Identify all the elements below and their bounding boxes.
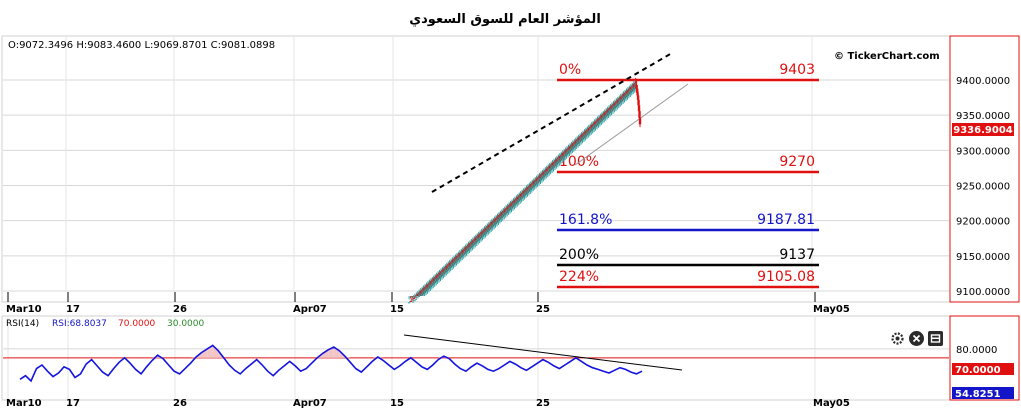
rsi-ob-badge-text: 70.0000: [955, 365, 1001, 376]
watermark: © TickerChart.com: [834, 51, 940, 62]
candle-body: [407, 302, 411, 304]
price-tick-label: 9300.0000: [956, 146, 1010, 157]
rsi-divergence-line: [403, 334, 683, 371]
rsi-line: [19, 344, 643, 383]
candle-body: [414, 296, 417, 298]
minimize-panel-icon[interactable]: [928, 331, 943, 346]
rsi-axis-80: 80.0000: [956, 345, 997, 356]
fib-value-label: 9270: [779, 154, 815, 170]
date-tick-label: Mar10: [6, 304, 42, 315]
upper-channel-line: [431, 52, 673, 193]
price-tick-label: 9350.0000: [956, 111, 1010, 122]
date-tick-label: 25: [536, 304, 550, 315]
rsi-date-axis-labels: Mar10 17 26 Apr07 15 25 May05: [6, 398, 850, 409]
rsi-last-badge-text: 54.8251: [955, 389, 1001, 400]
fib-pct-label: 161.8%: [559, 212, 612, 228]
candle-body: [411, 301, 415, 303]
fib-pct-label: 200%: [559, 247, 599, 263]
fib-value-label: 9105.08: [757, 269, 815, 285]
rsi-date-tick-label: May05: [813, 398, 850, 409]
rsi-ob-fill-segment: [333, 347, 340, 358]
price-tick-label: 9250.0000: [956, 182, 1010, 193]
candle-body: [414, 298, 418, 300]
date-tick-label: 17: [66, 304, 80, 315]
price-tick-label: 9200.0000: [956, 217, 1010, 228]
price-axis-labels: 9400.0000 9350.0000 9300.0000 9250.0000 9200…: [956, 76, 1010, 298]
price-axis-panel: [949, 35, 1020, 303]
rsi-ob-badge: [952, 363, 1014, 375]
rsi-value-label: RSI:68.8037: [52, 319, 107, 329]
chart-title: المؤشر العام للسوق السعودي: [409, 12, 601, 27]
fib-value-label: 9187.81: [757, 212, 815, 228]
rsi-date-tick-label: Mar10: [6, 398, 42, 409]
last-price-text: 9336.9004: [953, 125, 1013, 136]
candle-body: [409, 300, 413, 302]
trend-lines: [431, 52, 689, 193]
rsi-date-tick-label: 26: [173, 398, 187, 409]
candles: [407, 77, 642, 304]
price-tick-label: 9400.0000: [956, 76, 1010, 87]
candle-body: [413, 300, 416, 302]
candle-body: [416, 297, 419, 299]
rsi-ob-fill-segment: [322, 349, 329, 358]
ohlc-readout: O:9072.3496 H:9083.4600 L:9069.8701 C:90…: [8, 40, 275, 51]
date-tick-label: Apr07: [293, 304, 327, 315]
rsi-last-badge: [952, 387, 1014, 399]
price-tick-label: 9150.0000: [956, 252, 1010, 263]
date-tick-label: May05: [813, 304, 850, 315]
rsi-date-tick-label: 15: [390, 398, 404, 409]
settings-icon[interactable]: [890, 331, 905, 346]
rsi-ob-fill-segment: [201, 348, 208, 358]
rsi-ob-fill-segment: [212, 345, 219, 358]
price-tick-label: 9100.0000: [956, 287, 1010, 298]
rsi-date-tick-label: 17: [66, 398, 80, 409]
rsi-date-tick-label: Apr07: [293, 398, 327, 409]
fib-value-label: 9137: [779, 247, 815, 263]
rsi-os-label: 30.0000: [167, 319, 204, 329]
rsi-date-tick-label: 25: [536, 398, 550, 409]
candle-body: [411, 299, 414, 301]
rsi-label: RSI(14): [6, 319, 39, 329]
candle-body: [417, 295, 420, 297]
candle-body: [638, 117, 642, 125]
fib-pct-label: 224%: [559, 269, 599, 285]
rsi-ob-label: 70.0000: [118, 319, 155, 329]
rsi-axis-panel: [949, 315, 1020, 401]
last-price-badge: [952, 123, 1014, 136]
candle-body: [412, 298, 416, 300]
date-tick-label: 26: [173, 304, 187, 315]
fib-value-label: 9403: [779, 62, 815, 78]
date-axis-labels: Mar10 17 26 Apr07 15 25 May05: [6, 292, 850, 315]
mid-trend-line: [574, 83, 689, 166]
date-tick-label: 15: [390, 304, 404, 315]
fib-pct-label: 0%: [559, 62, 581, 78]
close-panel-icon[interactable]: [909, 331, 924, 346]
